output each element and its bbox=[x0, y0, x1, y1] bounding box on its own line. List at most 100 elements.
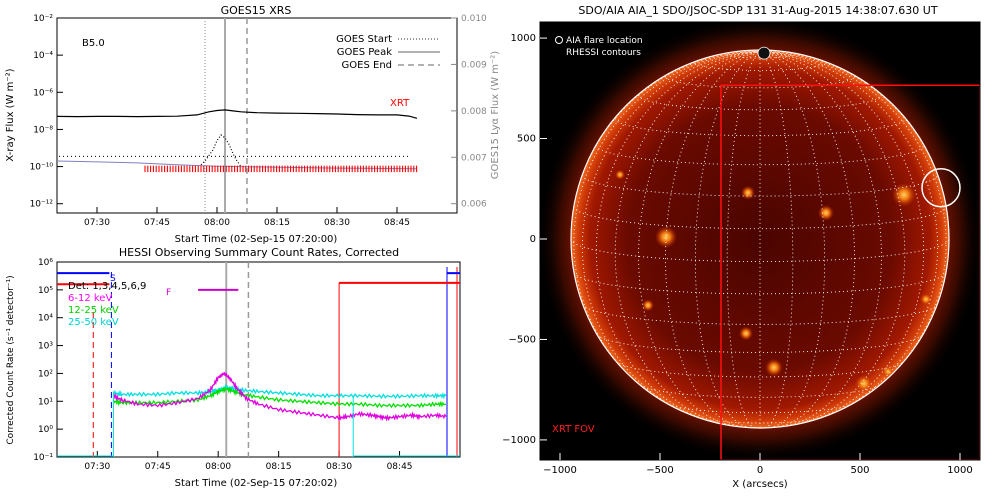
goes-x-ticks: 07:30 07:45 08:00 08:15 08:30 08:45 bbox=[84, 207, 410, 228]
grid-parallel bbox=[638, 95, 882, 111]
goes-y2-tick-label: 0.009 bbox=[461, 60, 487, 70]
active-region bbox=[892, 182, 916, 207]
flare-location-circle bbox=[921, 168, 961, 208]
hessi-y-tick-label: 10⁶ bbox=[38, 258, 53, 268]
hessi-x-tick-label: 07:45 bbox=[145, 462, 171, 472]
goes-y2-ticks: 0.010 0.009 0.008 0.007 0.006 bbox=[451, 14, 487, 210]
active-region bbox=[855, 374, 873, 393]
goes-xrs-panel: GOES15 XRS 10⁻² 10⁻⁴ 10⁻⁶ 10⁻⁸ 10⁻¹⁰ 10⁻¹² 0.… bbox=[5, 4, 501, 245]
goes-y2-tick-label: 0.007 bbox=[461, 153, 487, 163]
hessi-y-tick-label: 10⁻¹ bbox=[33, 453, 53, 463]
aia-x-tick-label: 0 bbox=[757, 465, 763, 476]
goes-legend-end: GOES End bbox=[342, 60, 392, 71]
heliographic-grid bbox=[571, 50, 949, 428]
active-region bbox=[739, 326, 753, 341]
goes-x-tick-label: 08:00 bbox=[204, 218, 230, 228]
goes-y-tick-label: 10⁻² bbox=[33, 14, 53, 24]
active-region bbox=[642, 299, 654, 312]
aia-legend: AIA flare location RHESSI contours bbox=[555, 36, 643, 58]
goes-xrt-label: XRT bbox=[390, 98, 410, 109]
hessi-y-tick-label: 10³ bbox=[38, 342, 53, 352]
goes-class-label: B5.0 bbox=[82, 38, 105, 49]
grid-parallel bbox=[582, 304, 938, 325]
hessi-x-ticks: 07:30 07:45 08:00 08:15 08:30 08:45 bbox=[84, 451, 413, 472]
aia-y-tick-label: 0 bbox=[530, 234, 536, 245]
grid-parallel bbox=[665, 76, 855, 89]
goes-time-markers bbox=[204, 18, 248, 213]
grid-meridian bbox=[759, 50, 947, 394]
hessi-y-tick-label: 10⁰ bbox=[38, 425, 53, 435]
goes-y-tick-label: 10⁻⁴ bbox=[33, 51, 53, 61]
hessi-series-6-12-keV bbox=[113, 372, 447, 422]
aia-legend-circle-icon bbox=[555, 36, 563, 44]
goes-series-1 bbox=[200, 134, 242, 167]
active-region bbox=[920, 293, 932, 306]
goes-y2-label: GOES15 Lyα Flux (W m⁻²) bbox=[490, 51, 501, 179]
goes-legend-peak: GOES Peak bbox=[337, 47, 392, 58]
aia-x-tick-label: 500 bbox=[850, 465, 869, 476]
goes-y2-tick-label: 0.006 bbox=[461, 200, 487, 210]
hessi-legend: Det: 1,3,4,5,6,9 6-12 keV 12-25 keV 25-5… bbox=[68, 281, 146, 328]
aia-x-tick-label: −500 bbox=[646, 465, 673, 476]
hessi-plot-frame bbox=[56, 261, 461, 458]
aia-x-label: X (arcsecs) bbox=[732, 479, 788, 490]
active-region bbox=[615, 169, 625, 180]
aia-y-tick-label: −500 bbox=[509, 334, 536, 345]
active-region bbox=[818, 204, 834, 221]
hessi-series-25-50-keV bbox=[112, 383, 447, 400]
goes-x-tick-label: 07:45 bbox=[144, 218, 170, 228]
active-region bbox=[655, 225, 677, 248]
hessi-y-tick-label: 10⁴ bbox=[38, 314, 53, 324]
hessi-legend-6-12: 6-12 keV bbox=[68, 293, 112, 304]
hessi-legend-25-50: 25-50 keV bbox=[68, 317, 119, 328]
goes-series bbox=[56, 109, 418, 170]
hessi-y-ticks: 10⁶ 10⁵ 10⁴ 10³ 10² 10¹ 10⁰ 10⁻¹ bbox=[33, 258, 63, 463]
goes-plot-frame bbox=[56, 17, 458, 214]
aia-x-tick-label: 1000 bbox=[947, 465, 972, 476]
hessi-x-tick-label: 08:45 bbox=[387, 462, 413, 472]
aia-title: SDO/AIA AIA_1 SDO/JSOC-SDP 131 31-Aug-20… bbox=[578, 4, 937, 17]
grid-meridian bbox=[759, 50, 855, 428]
goes-legend-start: GOES Start bbox=[336, 34, 392, 45]
hessi-s-label: S bbox=[110, 274, 116, 284]
goes-y-tick-label: 10⁻⁶ bbox=[33, 88, 53, 98]
goes-title: GOES15 XRS bbox=[221, 4, 292, 17]
grid-parallel bbox=[571, 238, 949, 263]
goes-legend: GOES Start GOES Peak GOES End bbox=[336, 34, 440, 71]
grid-meridian bbox=[759, 50, 939, 418]
hessi-panel: HESSI Observing Summary Count Rates, Cor… bbox=[6, 246, 461, 489]
hessi-f-label: F bbox=[166, 288, 171, 298]
hessi-detectors-label: Det: 1,3,4,5,6,9 bbox=[68, 281, 146, 292]
grid-meridian bbox=[573, 50, 761, 394]
hessi-y-tick-label: 10¹ bbox=[38, 397, 53, 407]
hessi-series-12-25-keV bbox=[112, 386, 447, 409]
grid-parallel bbox=[595, 145, 925, 166]
grid-parallel bbox=[596, 334, 924, 353]
hessi-title: HESSI Observing Summary Count Rates, Cor… bbox=[119, 246, 399, 259]
hessi-y-tick-label: 10² bbox=[38, 369, 53, 379]
grid-meridian bbox=[595, 50, 761, 424]
grid-parallel bbox=[573, 272, 947, 295]
aia-x-tick-label: −1000 bbox=[543, 465, 577, 476]
grid-meridian bbox=[581, 50, 761, 418]
goes-y-tick-label: 10⁻¹² bbox=[30, 200, 54, 210]
goes-x-tick-label: 08:30 bbox=[324, 218, 350, 228]
goes-y-tick-label: 10⁻⁸ bbox=[33, 125, 53, 135]
active-region bbox=[765, 358, 783, 377]
active-region bbox=[741, 185, 755, 200]
hessi-x-tick-label: 07:30 bbox=[84, 462, 110, 472]
grid-meridian bbox=[759, 50, 906, 427]
north-pole-marker bbox=[757, 46, 771, 60]
grid-meridian bbox=[759, 50, 925, 424]
hessi-y-label: Corrected Count Rate (s⁻¹ detector⁻¹) bbox=[6, 275, 16, 444]
aia-y-tick-label: 500 bbox=[517, 134, 536, 145]
hessi-x-tick-label: 08:30 bbox=[326, 462, 352, 472]
goes-x-tick-label: 08:15 bbox=[264, 218, 290, 228]
aia-y-ticks: 1000 500 0 −500 −1000 bbox=[502, 33, 547, 446]
grid-meridian bbox=[665, 50, 761, 428]
aia-y-tick-label: −1000 bbox=[502, 435, 536, 446]
hessi-series bbox=[57, 372, 460, 457]
aia-x-ticks: −1000 −500 0 500 1000 bbox=[543, 453, 973, 476]
aia-legend-rhessi: RHESSI contours bbox=[566, 48, 641, 58]
